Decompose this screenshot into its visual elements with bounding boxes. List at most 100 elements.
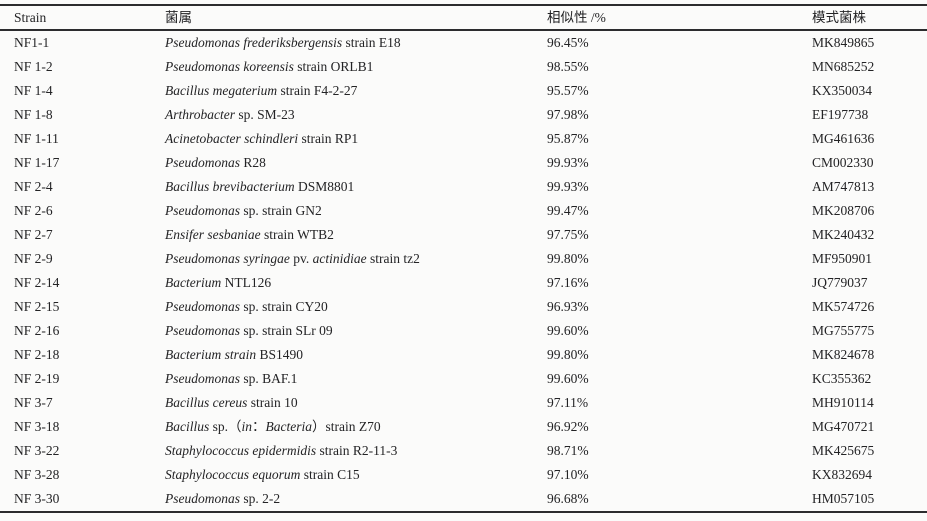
header-genus: 菌属 bbox=[165, 10, 192, 25]
genus-cell: Acinetobacter schindleri strain RP1 bbox=[165, 130, 359, 146]
genus-cell: Pseudomonas syringae pv. actinidiae stra… bbox=[165, 250, 420, 266]
table-row: NF 1-11 Acinetobacter schindleri strain … bbox=[0, 127, 927, 151]
genus-cell: Pseudomonas frederiksbergensis strain E1… bbox=[165, 34, 401, 50]
table-row: NF1-1 Pseudomonas frederiksbergensis str… bbox=[0, 31, 927, 55]
table-row: NF 2-16 Pseudomonas sp. strain SLr 09 99… bbox=[0, 319, 927, 343]
table-row: NF 3-7 Bacillus cereus strain 10 97.11% … bbox=[0, 391, 927, 415]
table-row: NF 2-19 Pseudomonas sp. BAF.1 99.60% KC3… bbox=[0, 367, 927, 391]
accession-cell: KX350034 bbox=[812, 82, 872, 98]
table-row: NF 1-17 Pseudomonas R28 99.93% CM002330 bbox=[0, 151, 927, 175]
table-row: NF 2-7 Ensifer sesbaniae strain WTB2 97.… bbox=[0, 223, 927, 247]
table-row: NF 3-22 Staphylococcus epidermidis strai… bbox=[0, 439, 927, 463]
strain-cell: NF 2-16 bbox=[14, 322, 60, 338]
similarity-cell: 99.60% bbox=[547, 322, 589, 338]
similarity-cell: 97.11% bbox=[547, 394, 589, 410]
genus-cell: Pseudomonas sp. strain CY20 bbox=[165, 298, 328, 314]
accession-cell: AM747813 bbox=[812, 178, 875, 194]
accession-cell: MK240432 bbox=[812, 226, 875, 242]
genus-cell: Arthrobacter sp. SM-23 bbox=[165, 106, 295, 122]
genus-cell: Pseudomonas sp. strain SLr 09 bbox=[165, 322, 333, 338]
genus-cell: Bacillus brevibacterium DSM8801 bbox=[165, 178, 355, 194]
strain-cell: NF 2-6 bbox=[14, 202, 53, 218]
strain-cell: NF 2-19 bbox=[14, 370, 60, 386]
similarity-cell: 99.80% bbox=[547, 346, 589, 362]
accession-cell: MG755775 bbox=[812, 322, 875, 338]
genus-cell: Pseudomonas sp. BAF.1 bbox=[165, 370, 298, 386]
genus-cell: Pseudomonas R28 bbox=[165, 154, 266, 170]
genus-cell: Bacillus cereus strain 10 bbox=[165, 394, 298, 410]
accession-cell: MK574726 bbox=[812, 298, 875, 314]
strain-cell: NF 3-30 bbox=[14, 490, 60, 506]
accession-cell: MK824678 bbox=[812, 346, 875, 362]
strain-cell: NF 3-28 bbox=[14, 466, 60, 482]
accession-cell: MG461636 bbox=[812, 130, 875, 146]
header-accession: 模式菌株 bbox=[812, 10, 866, 25]
genus-cell: Pseudomonas sp. 2-2 bbox=[165, 490, 281, 506]
strain-cell: NF 2-15 bbox=[14, 298, 60, 314]
strain-cell: NF 2-4 bbox=[14, 178, 53, 194]
genus-cell: Pseudomonas sp. strain GN2 bbox=[165, 202, 322, 218]
genus-cell: Pseudomonas koreensis strain ORLB1 bbox=[165, 58, 374, 74]
similarity-cell: 99.93% bbox=[547, 178, 589, 194]
table-row: NF 3-18 Bacillus sp.（in：Bacteria）strain … bbox=[0, 415, 927, 439]
similarity-cell: 99.47% bbox=[547, 202, 589, 218]
genus-cell: Ensifer sesbaniae strain WTB2 bbox=[165, 226, 334, 242]
header-strain: Strain bbox=[14, 10, 47, 25]
strain-cell: NF 1-11 bbox=[14, 130, 59, 146]
similarity-cell: 97.10% bbox=[547, 466, 589, 482]
strain-cell: NF 1-8 bbox=[14, 106, 53, 122]
accession-cell: HM057105 bbox=[812, 490, 875, 506]
genus-cell: Bacillus sp.（in：Bacteria）strain Z70 bbox=[165, 418, 381, 434]
table-row: NF 1-4 Bacillus megaterium strain F4-2-2… bbox=[0, 79, 927, 103]
similarity-cell: 99.80% bbox=[547, 250, 589, 266]
table-header-rule bbox=[0, 29, 927, 31]
table-row: NF 2-14 Bacterium NTL126 97.16% JQ779037 bbox=[0, 271, 927, 295]
strain-cell: NF 3-7 bbox=[14, 394, 53, 410]
strain-cell: NF 2-9 bbox=[14, 250, 53, 266]
accession-cell: CM002330 bbox=[812, 154, 874, 170]
accession-cell: MK849865 bbox=[812, 34, 875, 50]
header-similarity: 相似性 /% bbox=[547, 10, 606, 25]
table-row: NF 2-15 Pseudomonas sp. strain CY20 96.9… bbox=[0, 295, 927, 319]
accession-cell: MK425675 bbox=[812, 442, 875, 458]
similarity-cell: 97.16% bbox=[547, 274, 589, 290]
table-row: NF 3-30 Pseudomonas sp. 2-2 96.68% HM057… bbox=[0, 487, 927, 511]
accession-cell: MN685252 bbox=[812, 58, 875, 74]
table-top-rule bbox=[0, 4, 927, 6]
table-row: NF 2-9 Pseudomonas syringae pv. actinidi… bbox=[0, 247, 927, 271]
accession-cell: EF197738 bbox=[812, 106, 869, 122]
accession-cell: MF950901 bbox=[812, 250, 873, 266]
strain-cell: NF 3-22 bbox=[14, 442, 60, 458]
accession-cell: MK208706 bbox=[812, 202, 875, 218]
similarity-cell: 97.98% bbox=[547, 106, 589, 122]
table-row: NF 1-8 Arthrobacter sp. SM-23 97.98% EF1… bbox=[0, 103, 927, 127]
genus-cell: Staphylococcus epidermidis strain R2-11-… bbox=[165, 442, 398, 458]
genus-cell: Bacterium strain BS1490 bbox=[165, 346, 304, 362]
genus-cell: Bacillus megaterium strain F4-2-27 bbox=[165, 82, 358, 98]
similarity-cell: 97.75% bbox=[547, 226, 589, 242]
strain-cell: NF 1-17 bbox=[14, 154, 60, 170]
table-row: NF 2-6 Pseudomonas sp. strain GN2 99.47%… bbox=[0, 199, 927, 223]
similarity-cell: 95.87% bbox=[547, 130, 589, 146]
accession-cell: KC355362 bbox=[812, 370, 872, 386]
accession-cell: JQ779037 bbox=[812, 274, 868, 290]
table-bottom-rule bbox=[0, 510, 927, 513]
strain-cell: NF1-1 bbox=[14, 34, 50, 50]
table-header-row: Strain 菌属 相似性 /% 模式菌株 bbox=[0, 6, 927, 29]
similarity-cell: 99.60% bbox=[547, 370, 589, 386]
strain-cell: NF 3-18 bbox=[14, 418, 60, 434]
genus-cell: Bacterium NTL126 bbox=[165, 274, 272, 290]
table-body: NF1-1 Pseudomonas frederiksbergensis str… bbox=[0, 31, 927, 511]
similarity-cell: 96.45% bbox=[547, 34, 589, 50]
accession-cell: KX832694 bbox=[812, 466, 872, 482]
similarity-cell: 95.57% bbox=[547, 82, 589, 98]
strain-cell: NF 1-2 bbox=[14, 58, 53, 74]
similarity-cell: 96.92% bbox=[547, 418, 589, 434]
genus-cell: Staphylococcus equorum strain C15 bbox=[165, 466, 360, 482]
strain-cell: NF 2-14 bbox=[14, 274, 60, 290]
similarity-cell: 96.68% bbox=[547, 490, 589, 506]
similarity-cell: 98.55% bbox=[547, 58, 589, 74]
similarity-cell: 99.93% bbox=[547, 154, 589, 170]
strain-cell: NF 2-18 bbox=[14, 346, 60, 362]
